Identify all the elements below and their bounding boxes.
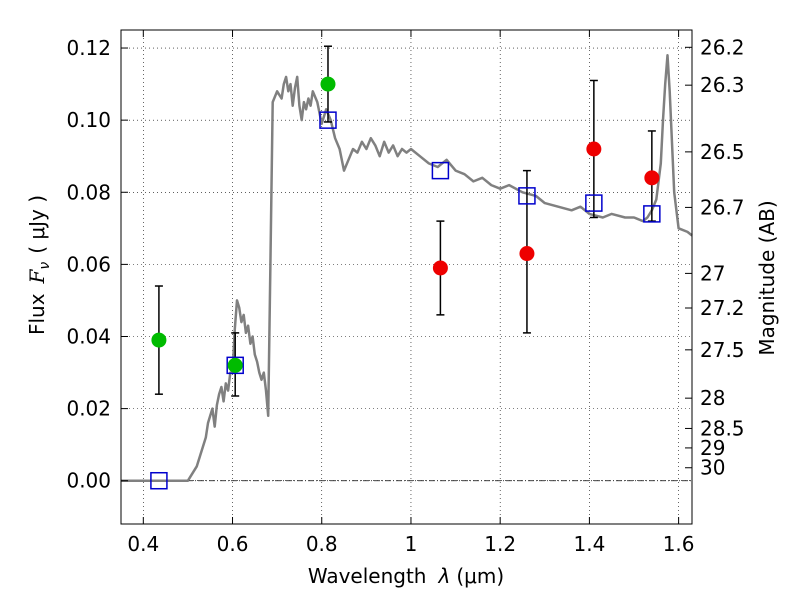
x-tick-label: 1.4 <box>573 532 605 556</box>
x-tick-label: 1.6 <box>663 532 695 556</box>
y-axis-right-label: Magnitude (AB) <box>755 200 779 355</box>
magnitude-tick-label: 28.5 <box>700 416 745 440</box>
errorbar-layer <box>154 45 656 397</box>
magnitude-tick-label: 27.5 <box>700 338 745 362</box>
magnitude-tick-label: 26.3 <box>700 73 745 97</box>
x-tick-label: 1 <box>405 532 418 556</box>
detection-point <box>432 260 448 276</box>
detection-point <box>644 170 660 186</box>
magnitude-tick-label: 26.5 <box>700 140 745 164</box>
detection-point <box>586 141 602 157</box>
model-photometry-point <box>643 205 661 223</box>
x-tick-label: 1.2 <box>484 532 516 556</box>
model-photometry-point <box>518 187 536 205</box>
detections-layer <box>151 76 660 373</box>
magnitude-tick-label: 28 <box>700 386 725 410</box>
magnitude-tick-label: 26.7 <box>700 195 745 219</box>
tick-marks <box>121 30 692 524</box>
x-axis-label: Wavelength λ (μm) <box>308 564 504 588</box>
model-photometry-point <box>226 356 244 375</box>
plot-frame <box>120 29 693 525</box>
y-tick-label: 0.00 <box>66 469 111 493</box>
model-photometry-point <box>150 471 168 490</box>
y-tick-label: 0.04 <box>66 324 111 348</box>
detection-point <box>519 246 535 262</box>
x-tick-label: 0.6 <box>217 532 249 556</box>
magnitude-tick-label: 27.2 <box>700 296 745 320</box>
magnitude-tick-label: 26.2 <box>700 35 745 59</box>
x-tick-label: 0.4 <box>127 532 159 556</box>
detection-point <box>227 357 243 373</box>
model-photometry-point <box>319 111 337 129</box>
spectrum-layer <box>121 53 693 482</box>
magnitude-tick-label: 30 <box>700 456 725 480</box>
magnitude-tick-label: 27 <box>700 261 725 285</box>
y-tick-label: 0.06 <box>66 252 111 276</box>
y-tick-label: 0.12 <box>66 36 111 60</box>
spectrum-line <box>121 53 693 482</box>
magnitude-tick-label: 29 <box>700 436 725 460</box>
detection-point <box>320 76 336 92</box>
y-tick-labels: 0.00 0.02 0.04 0.06 0.08 0.10 0.12 <box>66 36 111 493</box>
grid <box>121 30 692 524</box>
y-axis-label: FluxFν( μJy ) <box>25 195 53 335</box>
detection-point <box>151 332 167 348</box>
y-tick-label: 0.10 <box>66 108 111 132</box>
y-tick-label: 0.08 <box>66 180 111 204</box>
model-photometry-layer <box>150 111 661 490</box>
model-photometry-point <box>431 161 450 180</box>
model-photometry-point <box>585 194 603 212</box>
x-tick-labels: 0.4 0.6 0.8 1 1.2 1.4 1.6 <box>127 532 694 556</box>
x-tick-label: 0.8 <box>306 532 338 556</box>
y-tick-label: 0.02 <box>66 397 111 421</box>
